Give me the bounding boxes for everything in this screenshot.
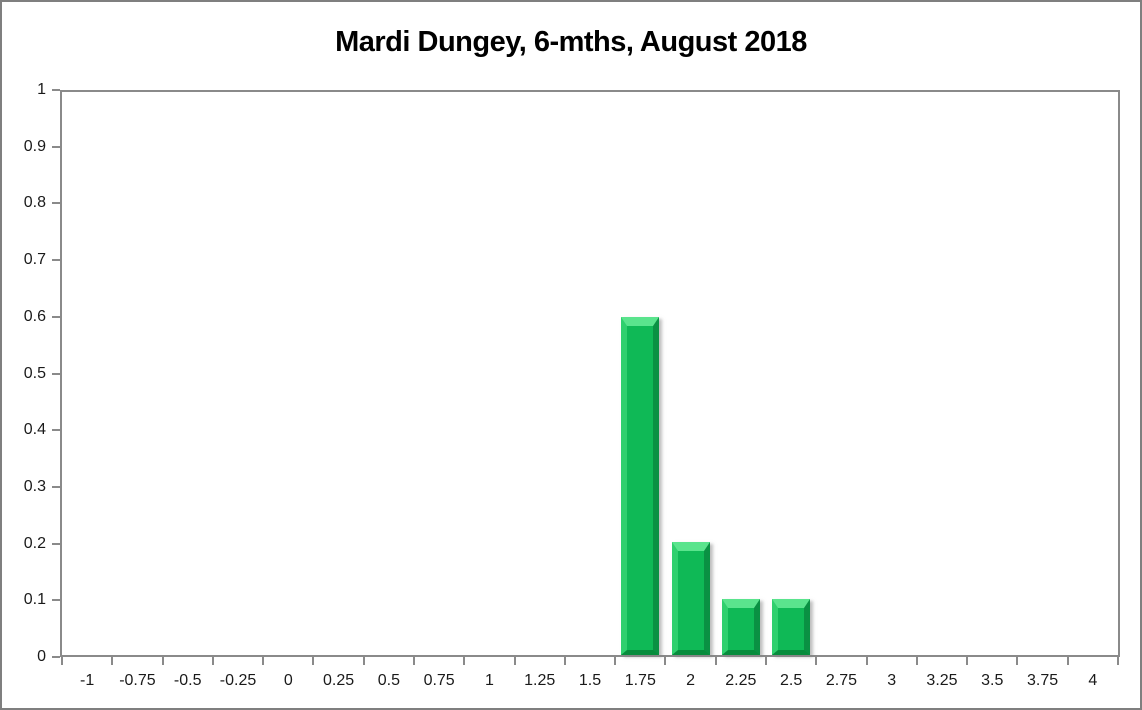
x-axis-tick-label: -1 bbox=[80, 672, 95, 689]
y-axis-tick-mark bbox=[52, 485, 60, 488]
y-axis-tick-label: 0 bbox=[37, 648, 46, 665]
x-axis-tick-label: 0.5 bbox=[377, 672, 400, 689]
x-axis-tick-label: 2.75 bbox=[825, 672, 857, 689]
y-axis-tick-label: 0.2 bbox=[23, 534, 46, 552]
chart-title: Mardi Dungey, 6-mths, August 2018 bbox=[335, 26, 807, 58]
y-axis-tick-mark bbox=[52, 542, 60, 545]
x-axis-tick-label: -0.75 bbox=[119, 672, 156, 689]
x-axis-tick-label: 3.75 bbox=[1026, 672, 1059, 689]
x-axis-tick-mark bbox=[111, 657, 114, 665]
y-axis-tick-mark bbox=[52, 656, 60, 658]
x-axis-tick-label: 2.25 bbox=[725, 672, 757, 689]
x-axis-tick-mark bbox=[815, 657, 818, 665]
x-axis-tick-mark bbox=[513, 657, 516, 665]
y-axis-tick-mark bbox=[52, 429, 60, 432]
bar-2 bbox=[671, 542, 710, 655]
x-axis-tick-mark bbox=[1117, 657, 1119, 665]
y-axis-tick-label: 0.3 bbox=[23, 477, 46, 495]
y-axis-tick-mark bbox=[52, 202, 60, 205]
x-axis-tick-mark bbox=[664, 657, 667, 665]
x-axis-tick-label: 0.75 bbox=[423, 672, 455, 689]
x-axis-tick-mark bbox=[714, 657, 717, 665]
bar-2.25 bbox=[721, 599, 760, 655]
y-axis-tick-label: 0.9 bbox=[23, 137, 46, 155]
x-axis-tick-label: 1.25 bbox=[524, 672, 556, 689]
x-axis-tick-mark bbox=[614, 657, 617, 665]
x-axis-tick-mark bbox=[211, 657, 214, 665]
x-axis-tick-label: 3.25 bbox=[926, 672, 958, 689]
x-axis-tick-mark bbox=[161, 657, 164, 665]
x-axis-tick-mark bbox=[463, 657, 466, 665]
y-axis-tick-mark bbox=[52, 259, 60, 262]
y-axis-tick-label: 1 bbox=[37, 81, 46, 98]
y-axis-tick-mark bbox=[52, 372, 60, 375]
x-axis-tick-mark bbox=[915, 657, 918, 665]
x-axis-tick-label: -0.25 bbox=[219, 672, 257, 689]
y-axis-tick-mark bbox=[52, 145, 60, 148]
x-axis-tick-mark bbox=[61, 657, 63, 665]
x-axis-tick-label: 1.75 bbox=[624, 672, 656, 689]
x-axis-tick-label: 0 bbox=[283, 672, 293, 689]
x-axis-tick-label: 3.5 bbox=[981, 672, 1004, 689]
x-axis-tick-mark bbox=[865, 657, 868, 665]
x-axis-tick-mark bbox=[362, 657, 365, 665]
y-axis-tick-mark bbox=[52, 89, 60, 91]
x-axis-tick-mark bbox=[413, 657, 415, 665]
x-axis-tick-label: 4 bbox=[1088, 672, 1098, 689]
y-axis-tick-label: 0.7 bbox=[23, 251, 46, 269]
y-axis-tick-label: 0.1 bbox=[23, 591, 46, 609]
bar-2.5 bbox=[772, 599, 811, 655]
x-axis-tick-label: -0.5 bbox=[173, 672, 202, 689]
x-axis-tick-mark bbox=[765, 657, 767, 665]
plot-area bbox=[60, 90, 1120, 657]
y-axis-tick-mark bbox=[52, 315, 60, 318]
y-axis-tick-label: 0.8 bbox=[23, 194, 46, 212]
x-axis-tick-mark bbox=[563, 657, 566, 665]
x-axis-tick-mark bbox=[1066, 657, 1069, 665]
x-axis-tick-mark bbox=[312, 657, 315, 665]
y-axis-tick-mark bbox=[52, 599, 60, 602]
x-axis-tick-label: 2 bbox=[686, 672, 696, 689]
x-axis-tick-mark bbox=[1016, 657, 1019, 665]
x-axis-tick-label: 0.25 bbox=[322, 672, 355, 689]
x-axis-tick-mark bbox=[966, 657, 969, 665]
y-axis-tick-label: 0.6 bbox=[23, 307, 46, 325]
x-axis-tick-label: 3 bbox=[887, 672, 897, 689]
x-axis-tick-label: 2.5 bbox=[780, 672, 803, 689]
y-axis-tick-label: 0.4 bbox=[23, 421, 46, 439]
x-axis-tick-label: 1 bbox=[484, 672, 494, 689]
bar-1.75 bbox=[621, 317, 660, 655]
x-axis-tick-mark bbox=[262, 657, 265, 665]
y-axis-tick-label: 0.5 bbox=[23, 364, 46, 382]
x-axis-tick-label: 1.5 bbox=[578, 672, 602, 689]
